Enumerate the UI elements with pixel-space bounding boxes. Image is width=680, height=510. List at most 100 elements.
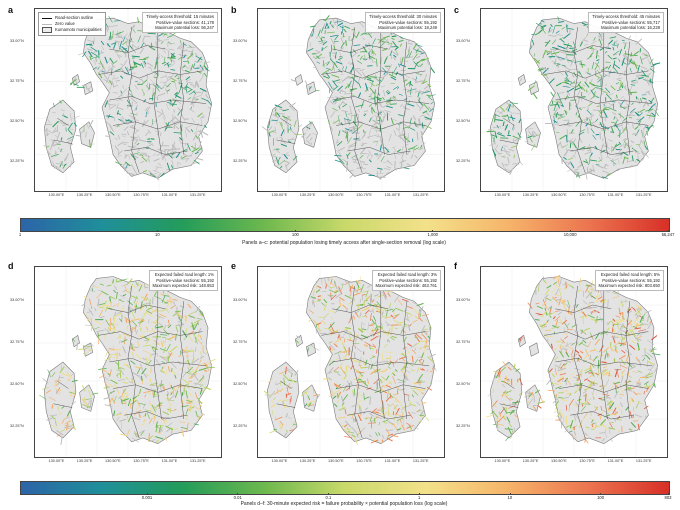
latitude-label: 32.25°N [10,158,24,163]
panel-info-box: Expected failed road length: 1% Positive-… [148,270,218,291]
latitude-label: 33.00°N [456,38,470,43]
road-network [486,274,661,444]
latitude-label: 32.75°N [233,340,247,344]
panel-letter: f [454,261,457,271]
panel-d: d Expected failed road length: 1% Positiv… [8,261,223,472]
info-line: Positive-value sections: 55,192 [379,19,437,25]
legend-swatch [42,27,52,33]
longitude-label: 130.25°E [76,193,93,197]
island-polygon [306,342,317,357]
longitude-label: 131.25°E [189,193,206,197]
panel-b: b Timely-access threshold: 30 minutes Pos… [231,5,446,206]
legend-label: Road-section outline [55,15,94,20]
municipality-boundary [321,70,426,79]
latitude-label: 32.75°N [456,78,470,83]
municipality-boundary [276,403,296,408]
longitude-label: 130.25°E [522,459,539,463]
longitude-label: 131.00°E [607,193,624,197]
colorbar-tick-mark [157,230,158,232]
municipality-boundary [350,27,363,173]
road-network [263,276,437,445]
panel-letter: c [454,5,460,15]
colorbar-tick-label: 100 [597,495,605,500]
municipality-boundary [599,289,608,420]
map-canvas [258,9,444,191]
longitude-label: 130.25°E [522,193,539,197]
mainland-polygon [83,17,213,179]
municipality-boundary [544,331,649,340]
latitude-label: 33.00°N [10,298,24,303]
legend-label: Zero value [55,21,75,26]
municipality-boundary [127,285,140,439]
latitude-label: 32.50°N [233,118,247,123]
legend-entry: Kumamoto municipalities [42,27,102,33]
municipality-boundary [570,147,634,155]
municipality-boundary [280,380,292,389]
municipality-boundary [98,331,203,340]
island-polygon [79,384,95,412]
longitude-label: 130.50°E [551,459,567,463]
map-frame: Expected failed road length: 5% Positive-… [480,266,668,458]
map-legend: Road-section outline Zero value Kumamoto m… [38,12,106,36]
info-line: Positive-value sections: 55,717 [602,19,660,25]
municipality-boundary [625,301,631,420]
panel-letter: e [231,261,237,271]
panel-info-box: Timely-access threshold: 30 minutes Posit… [365,12,441,33]
latitude-label: 32.25°N [10,423,24,428]
longitude-label: 130.00°E [494,193,511,197]
island-polygon [302,384,318,412]
municipality-boundary [402,301,408,420]
latitude-label: 32.75°N [456,340,470,344]
colorbar-tick-mark [667,493,669,495]
info-line: Positive-value sections: 55,192 [379,277,437,283]
longitude-label: 131.00°E [607,459,624,463]
map-frame: Timely-access threshold: 30 minutes Posit… [257,8,445,192]
info-line: Timely-access threshold: 15 minutes [146,14,214,19]
colorbar-label: Panels a–c: potential population losing … [242,240,446,246]
municipality-boundary [347,147,411,155]
info-line: Timely-access threshold: 45 minutes [592,14,660,19]
road-network [43,15,212,181]
panel-e: e Expected failed road length: 3% Positiv… [231,261,446,472]
municipality-boundary [109,45,166,53]
legend-entry: Zero value [42,21,102,27]
colorbar-tick-mark [418,493,420,495]
longitude-label: 130.25°E [299,459,316,463]
longitude-label: 130.00°E [494,459,511,463]
panel-c: c Timely-access threshold: 45 minutes Pos… [454,5,669,206]
longitude-label: 130.75°E [579,193,595,197]
municipality-boundary [98,70,203,79]
latitude-label: 33.00°N [233,38,247,43]
longitude-label: 131.25°E [412,193,429,197]
longitude-label: 130.75°E [133,459,149,463]
municipality-boundary [376,30,385,155]
colorbar-gradient [20,218,670,232]
longitude-label: 130.00°E [271,459,288,463]
mainland-polygon [306,276,436,445]
mainland-polygon [83,276,213,445]
latitude-label: 32.75°N [233,78,247,83]
municipality-boundary [109,304,166,313]
municipality-boundary [332,304,389,313]
latitude-label: 32.25°N [456,423,470,428]
municipality-boundary [179,41,185,155]
longitude-label: 131.00°E [384,459,401,463]
colorbar-tick-mark [295,230,296,232]
latitude-label: 32.50°N [10,118,24,123]
map-canvas [258,267,444,457]
municipality-boundary [544,70,649,79]
colorbar-top: 1 10 100 1,000 10,000 56,247 Panels a–c: pote… [19,218,674,256]
colorbar-tick-label: 10 [155,232,160,237]
map-canvas [481,9,667,191]
longitude-label: 131.00°E [384,193,401,197]
municipality-boundary [124,147,188,155]
panel-info-box: Timely-access threshold: 45 minutes Posit… [588,12,664,33]
info-line: Maximum potential loss: 18,249 [378,25,437,31]
info-line: Maximum expected risk: 463.761 [375,283,437,289]
mainland-polygon [529,276,659,445]
island-polygon [71,334,80,348]
map-frame: Timely-access threshold: 45 minutes Posit… [480,8,668,192]
colorbar-tick-mark [667,230,669,232]
longitude-label: 130.00°E [271,193,288,197]
info-line: Maximum potential loss: 56,247 [155,25,214,31]
